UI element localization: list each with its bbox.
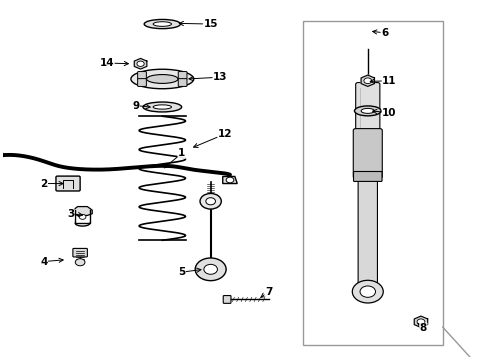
Text: 4: 4 [40,257,63,266]
Text: 2: 2 [40,179,63,189]
Ellipse shape [131,69,193,89]
FancyBboxPatch shape [56,176,80,191]
Ellipse shape [153,22,171,26]
Circle shape [195,258,225,281]
Circle shape [75,259,85,266]
Polygon shape [413,316,427,328]
FancyBboxPatch shape [352,129,382,178]
Text: 10: 10 [372,108,396,118]
Ellipse shape [153,105,171,109]
Text: 15: 15 [179,19,218,29]
Text: 8: 8 [417,323,426,333]
Polygon shape [134,58,146,69]
FancyBboxPatch shape [355,82,379,132]
Text: 12: 12 [193,129,232,148]
FancyBboxPatch shape [178,72,186,79]
Ellipse shape [142,102,181,112]
FancyBboxPatch shape [223,296,230,303]
Circle shape [200,193,221,209]
FancyBboxPatch shape [73,248,87,257]
Ellipse shape [361,108,374,113]
Text: 5: 5 [178,267,201,277]
Ellipse shape [144,19,180,29]
Text: 14: 14 [99,58,128,68]
Circle shape [225,177,233,183]
Circle shape [79,215,86,219]
Circle shape [137,61,144,66]
Ellipse shape [354,106,380,116]
Text: 6: 6 [372,28,387,38]
Text: 1: 1 [164,148,185,168]
FancyBboxPatch shape [178,78,186,86]
FancyBboxPatch shape [138,78,146,86]
Circle shape [203,264,217,274]
Text: 11: 11 [369,76,396,86]
Circle shape [416,319,424,325]
Bar [302,21,442,345]
Polygon shape [223,176,237,184]
FancyBboxPatch shape [353,171,381,181]
Circle shape [363,78,371,84]
Circle shape [359,286,375,297]
FancyBboxPatch shape [357,180,377,284]
Text: 3: 3 [67,209,82,219]
Text: 9: 9 [132,100,150,111]
Polygon shape [73,207,92,215]
Ellipse shape [146,75,178,84]
Circle shape [205,198,215,205]
Text: 13: 13 [188,72,227,82]
Polygon shape [360,75,374,86]
Text: 7: 7 [261,287,272,297]
FancyBboxPatch shape [138,72,146,79]
Circle shape [351,280,383,303]
